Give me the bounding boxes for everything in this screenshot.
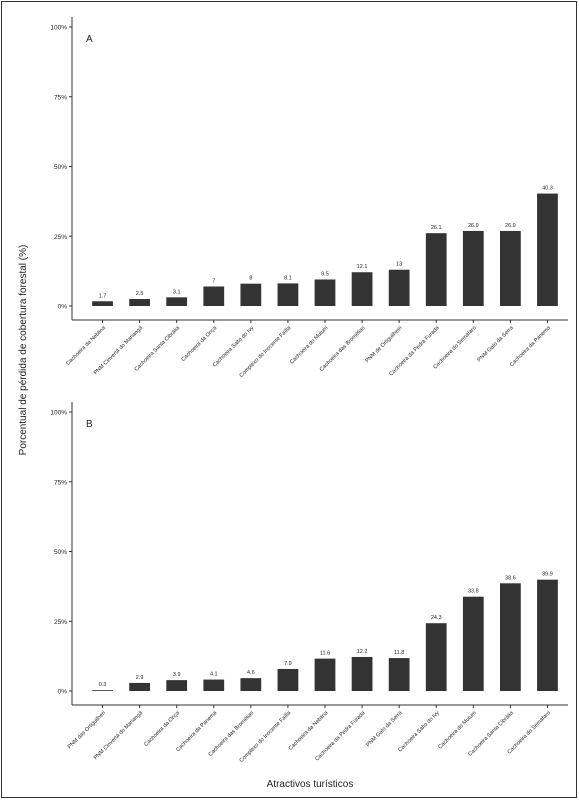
y-axis-title: Porcentual de pérdida de cobertura fores…: [18, 245, 29, 456]
bar: [425, 233, 447, 306]
bar: [166, 680, 188, 691]
bar: [425, 623, 447, 691]
bar-value-label: 2.9: [136, 675, 144, 681]
bar-value-label: 9.5: [321, 271, 329, 277]
bar-value-label: 7.9: [284, 661, 292, 667]
bar: [203, 679, 225, 691]
bar: [92, 690, 113, 691]
bar: [351, 272, 373, 306]
bar: [129, 682, 150, 691]
y-tick-label: 75%: [54, 479, 67, 486]
bar: [203, 286, 225, 306]
y-tick-label: 25%: [54, 619, 67, 626]
chart-panel-b: 0% 25% 50% 75% 100% B 0.3 PNM das Ortiguilheri 2…: [50, 402, 568, 764]
panel-label: B: [86, 419, 93, 430]
bar: [92, 301, 113, 306]
bar-value-label: 24.3: [431, 615, 442, 621]
x-tick-label: PNM de Ortiguilheiri: [365, 325, 404, 364]
y-tick-label: 100%: [50, 410, 67, 417]
bar-value-label: 12.1: [357, 264, 368, 270]
bar: [388, 658, 410, 691]
chart-panel-a: 0% 25% 50% 75% 100% A 1.7 Cachoeira da Neblina 2…: [50, 17, 568, 379]
x-axis-title: Atractivos turísticos: [267, 779, 354, 790]
bar-value-label: 12.2: [357, 649, 368, 655]
bar: [462, 230, 484, 306]
bar-value-label: 26.1: [431, 225, 442, 231]
bar-value-label: 3.1: [173, 289, 181, 295]
bar: [351, 656, 373, 691]
bar: [314, 279, 336, 306]
bar-value-label: 0.3: [99, 682, 107, 688]
x-tick-label: Cachoeira da Onça: [143, 710, 181, 748]
y-tick-label: 0%: [58, 304, 68, 311]
bar-value-label: 2.5: [136, 291, 144, 297]
bar-value-label: 1.7: [99, 293, 107, 299]
x-tick-label: Cachoeira da Neblina: [288, 710, 330, 752]
bar-value-label: 38.6: [505, 575, 516, 581]
bar-value-label: 11.8: [394, 650, 404, 656]
bar: [462, 596, 484, 691]
bar-value-label: 26.9: [505, 223, 516, 229]
x-tick-label: Cachoeira do Semáfaro: [432, 325, 477, 370]
x-tick-label: Cachoeira da Panema: [509, 325, 553, 369]
bar: [500, 583, 521, 691]
bar: [388, 269, 410, 306]
bar: [240, 678, 262, 691]
x-tick-label: PNM Galo da Serra: [477, 325, 516, 364]
y-tick-label: 0%: [58, 689, 68, 696]
bar: [500, 230, 521, 306]
bar: [129, 299, 150, 306]
y-tick-label: 50%: [54, 164, 67, 171]
bar-value-label: 13: [396, 262, 402, 268]
x-tick-label: Cachoeira do Mutum: [289, 325, 330, 366]
bar-value-label: 3.9: [173, 672, 181, 678]
x-tick-label: Cachoeira do Semáfaro: [507, 710, 552, 755]
x-tick-label: Cachoeira da Onça: [180, 325, 218, 363]
panel-label: A: [86, 34, 93, 45]
y-tick-label: 50%: [54, 549, 67, 556]
bar: [537, 579, 558, 691]
bar-value-label: 33.8: [468, 589, 479, 595]
bar-value-label: 40.3: [542, 186, 553, 192]
x-tick-label: Cachoeira da Neblina: [65, 325, 107, 367]
y-tick-label: 100%: [50, 25, 67, 32]
x-tick-label: Cachoeira Salto do Ivy: [212, 325, 256, 369]
bar-value-label: 8.1: [284, 275, 292, 281]
bar-value-label: 7: [212, 278, 215, 284]
x-tick-label: Cachoeira da Panema: [175, 710, 219, 754]
bar-value-label: 11.6: [320, 651, 330, 657]
x-tick-label: PNM Galo da Serra: [365, 710, 404, 749]
y-tick-label: 75%: [54, 94, 67, 101]
y-tick-label: 25%: [54, 234, 67, 241]
bar: [314, 658, 336, 691]
bar-value-label: 4.1: [210, 672, 218, 678]
bar-value-label: 4.6: [247, 670, 255, 676]
bar: [277, 283, 299, 306]
bar: [277, 668, 299, 691]
bar: [537, 193, 558, 306]
bar: [166, 297, 188, 306]
bar: [240, 283, 262, 306]
x-tick-label: Cachoeira do Mutum: [437, 710, 478, 751]
bar-value-label: 8: [249, 276, 252, 282]
bar-value-label: 39.9: [542, 572, 553, 578]
bar-value-label: 26.9: [468, 223, 479, 229]
x-tick-label: PNM das Ortiguilheri: [67, 710, 107, 750]
x-tick-label: Cachoeira Salto do Ivy: [397, 710, 441, 754]
